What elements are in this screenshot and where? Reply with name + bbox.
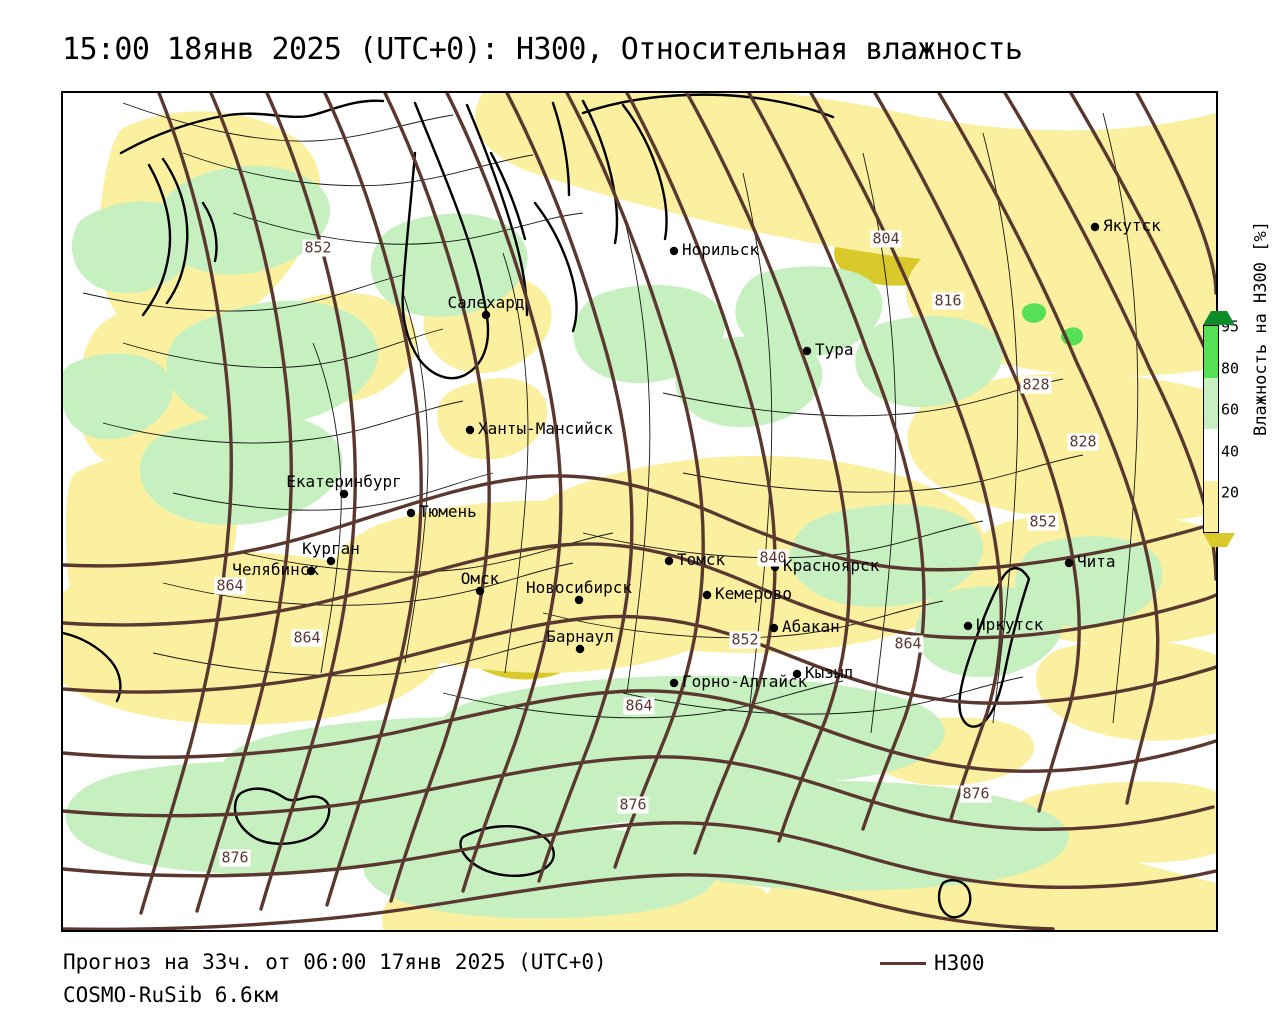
contour-label: 840: [757, 548, 789, 567]
colorbar[interactable]: 95 80 60 40 20 Влажность на H300 [%]: [1203, 221, 1280, 558]
contour-label: 816: [932, 291, 964, 310]
city-dot: [664, 556, 674, 566]
city-dots: [306, 222, 1100, 688]
city-dot: [465, 425, 475, 435]
city-label: Салехард: [447, 293, 525, 312]
city-label: Челябинск: [232, 560, 319, 579]
city-dot: [326, 556, 336, 566]
legend-h300: H300: [880, 951, 985, 975]
colorbar-axis-label: Влажность на H300 [%]: [1251, 221, 1271, 436]
city-label: Якутск: [1103, 216, 1161, 235]
forecast-info: Прогноз на 33ч. от 06:00 17янв 2025 (UTC…: [63, 950, 607, 974]
city-label: Омск: [460, 569, 500, 588]
city-label: Томск: [677, 550, 726, 569]
city-label: Барнаул: [546, 627, 614, 646]
colorbar-band-80-95: [1204, 326, 1218, 378]
contour-label: 852: [1027, 512, 1059, 531]
model-info: COSMO-RuSib 6.6км: [63, 983, 278, 1007]
city-dot: [702, 590, 712, 600]
city-label: Ханты-Мансийск: [478, 419, 613, 438]
city-dot: [575, 644, 585, 654]
page-title: 15:00 18янв 2025 (UTC+0): H300, Относите…: [62, 32, 1023, 67]
city-dot: [769, 623, 779, 633]
contour-label: 828: [1020, 375, 1052, 394]
colorbar-band-60-80: [1204, 377, 1218, 429]
city-dot: [963, 621, 973, 631]
contour-label: 804: [870, 229, 902, 248]
colorbar-tick-40: 40: [1221, 442, 1240, 461]
colorbar-bands: [1203, 325, 1219, 533]
city-label: Горно-Алтайск: [682, 672, 808, 691]
map-canvas[interactable]: 852 804 816 828 828 840 852 864 852 864 864 864 876 8…: [61, 91, 1218, 932]
city-dot: [475, 586, 485, 596]
contour-label: 864: [892, 634, 924, 653]
colorbar-tick-60: 60: [1221, 400, 1240, 419]
colorbar-band-40-60: [1204, 429, 1218, 481]
contour-label: 876: [960, 784, 992, 803]
city-dot: [306, 566, 316, 576]
contour-label: 852: [302, 238, 334, 257]
city-dot: [481, 310, 491, 320]
city-label: Красноярск: [783, 556, 880, 575]
city-dot: [1064, 558, 1074, 568]
colorbar-tick-20: 20: [1221, 483, 1240, 502]
contour-label: 864: [623, 696, 655, 715]
coastlines: [63, 93, 1031, 919]
legend-label: H300: [934, 951, 985, 975]
humidity-shading: [63, 93, 1216, 930]
city-label: Иркутск: [976, 615, 1044, 634]
contour-label: 828: [1067, 432, 1099, 451]
city-dot: [406, 508, 416, 518]
city-dot: [792, 669, 802, 679]
city-dot: [339, 489, 349, 499]
city-label: Новосибирск: [526, 578, 632, 597]
contour-label: 876: [617, 795, 649, 814]
city-label: Кызыл: [805, 663, 854, 682]
legend-line-swatch: [880, 961, 926, 965]
colorbar-band-20-40: [1204, 480, 1218, 532]
city-label: Тюмень: [419, 502, 477, 521]
city-label: Норильск: [682, 240, 760, 259]
city-label: Чита: [1077, 552, 1116, 571]
colorbar-arrow-bottom: [1203, 533, 1235, 547]
city-label: Кемерово: [715, 584, 793, 603]
region-borders: [82, 102, 1139, 734]
city-dot: [802, 346, 812, 356]
colorbar-tick-80: 80: [1221, 359, 1240, 378]
city-dot: [669, 678, 679, 688]
contour-label: 876: [219, 848, 251, 867]
city-label: Абакан: [782, 617, 840, 636]
city-label: Тура: [815, 340, 854, 359]
city-dot: [574, 595, 584, 605]
map-svg: [63, 93, 1216, 930]
city-label: Екатеринбург: [286, 472, 402, 491]
city-dot: [669, 246, 679, 256]
contour-label: 864: [214, 576, 246, 595]
city-label: Курган: [302, 539, 360, 558]
city-dot: [1090, 222, 1100, 232]
contour-label: 864: [291, 628, 323, 647]
contour-label: 852: [729, 630, 761, 649]
colorbar-arrow-top: [1203, 311, 1235, 325]
